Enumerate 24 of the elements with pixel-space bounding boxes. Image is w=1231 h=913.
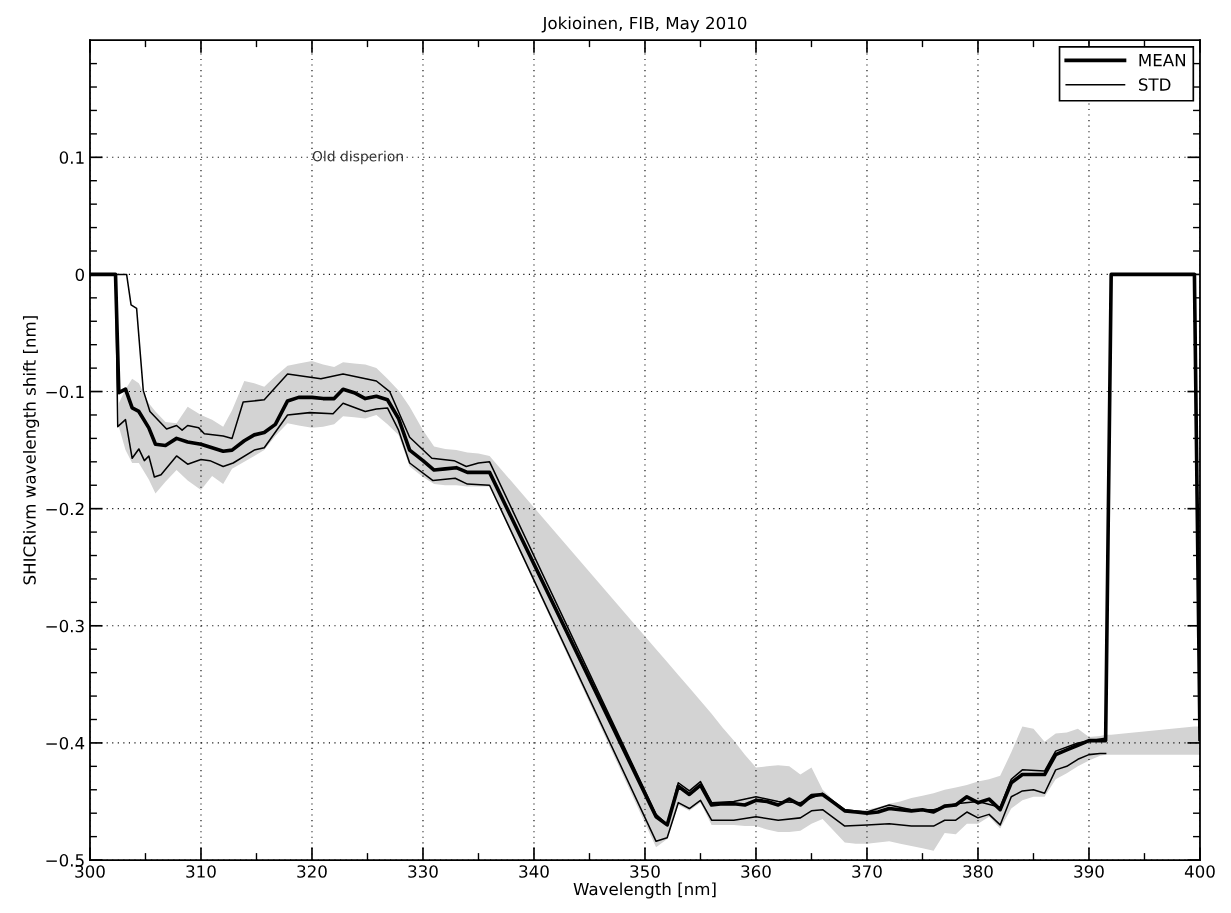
x-tick-label: 320 <box>297 865 327 878</box>
legend-label: MEAN <box>1139 54 1186 67</box>
y-tick-label: 0 <box>75 268 85 281</box>
x-tick-label: 300 <box>75 865 105 878</box>
y-tick-label: 0.1 <box>59 151 84 164</box>
x-tick-label: 370 <box>852 865 882 878</box>
x-tick-label: 310 <box>186 865 216 878</box>
x-tick-label: 380 <box>963 865 993 878</box>
x-tick-label: 360 <box>741 865 771 878</box>
x-tick-label: 400 <box>1184 865 1215 878</box>
x-tick-label: 350 <box>630 865 660 878</box>
annotation: Old disperion <box>312 150 403 165</box>
x-axis-title: Wavelength [nm] <box>573 882 716 899</box>
x-tick-label: 340 <box>519 865 549 878</box>
y-tick-label: −0.2 <box>46 502 84 516</box>
y-tick-label: −0.3 <box>46 619 84 633</box>
y-axis-title: SHICRivm wavelength shift [nm] <box>22 316 40 585</box>
y-tick-label: −0.1 <box>46 385 84 399</box>
legend-label: STD <box>1138 78 1171 91</box>
x-tick-label: 330 <box>408 865 438 878</box>
y-tick-label: −0.5 <box>46 854 84 867</box>
chart-title: Jokioinen, FIB, May 2010 <box>541 16 747 33</box>
x-tick-label: 390 <box>1074 865 1104 878</box>
y-tick-label: −0.4 <box>46 736 85 750</box>
